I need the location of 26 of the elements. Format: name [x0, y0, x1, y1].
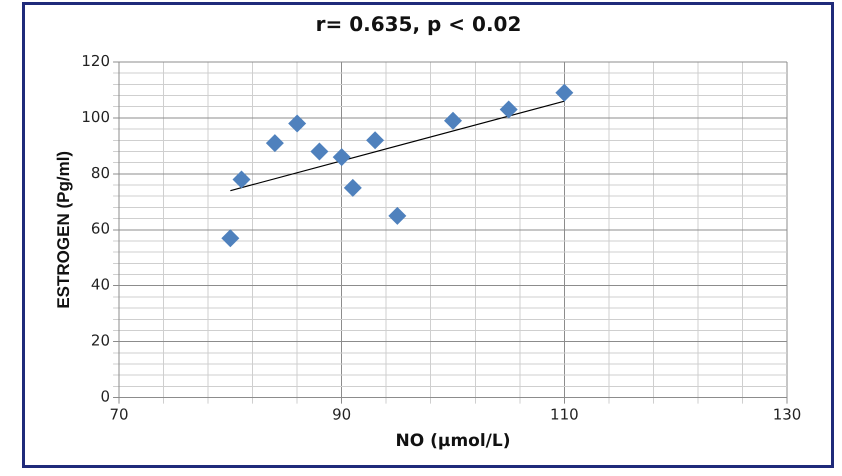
x-tick-label: 90 [332, 405, 352, 424]
point [555, 84, 574, 102]
point [266, 134, 284, 152]
y-tick-label: 80 [90, 164, 110, 182]
point [288, 114, 306, 133]
y-tick-label: 120 [81, 52, 110, 70]
chart-title: r= 0.635, p < 0.02 [316, 12, 522, 36]
y-tick-label: 60 [90, 220, 110, 238]
y-axis-title: ESTROGEN (Pg/ml) [54, 150, 73, 309]
point [332, 148, 351, 166]
y-tick-label: 0 [100, 387, 110, 406]
point [500, 100, 518, 119]
y-tick-label: 100 [81, 108, 110, 126]
point [344, 178, 362, 197]
point [232, 170, 250, 188]
y-tick-label: 20 [90, 332, 110, 350]
point [444, 112, 462, 130]
point [221, 229, 240, 248]
point [388, 206, 406, 225]
x-axis-title: NO (µmol/L) [396, 431, 510, 452]
x-tick-label: 70 [109, 405, 129, 424]
point [366, 131, 384, 150]
x-tick-label: 130 [772, 405, 802, 424]
x-tick-label: 110 [550, 405, 579, 424]
point [310, 142, 328, 160]
y-tick-label: 40 [90, 276, 110, 294]
